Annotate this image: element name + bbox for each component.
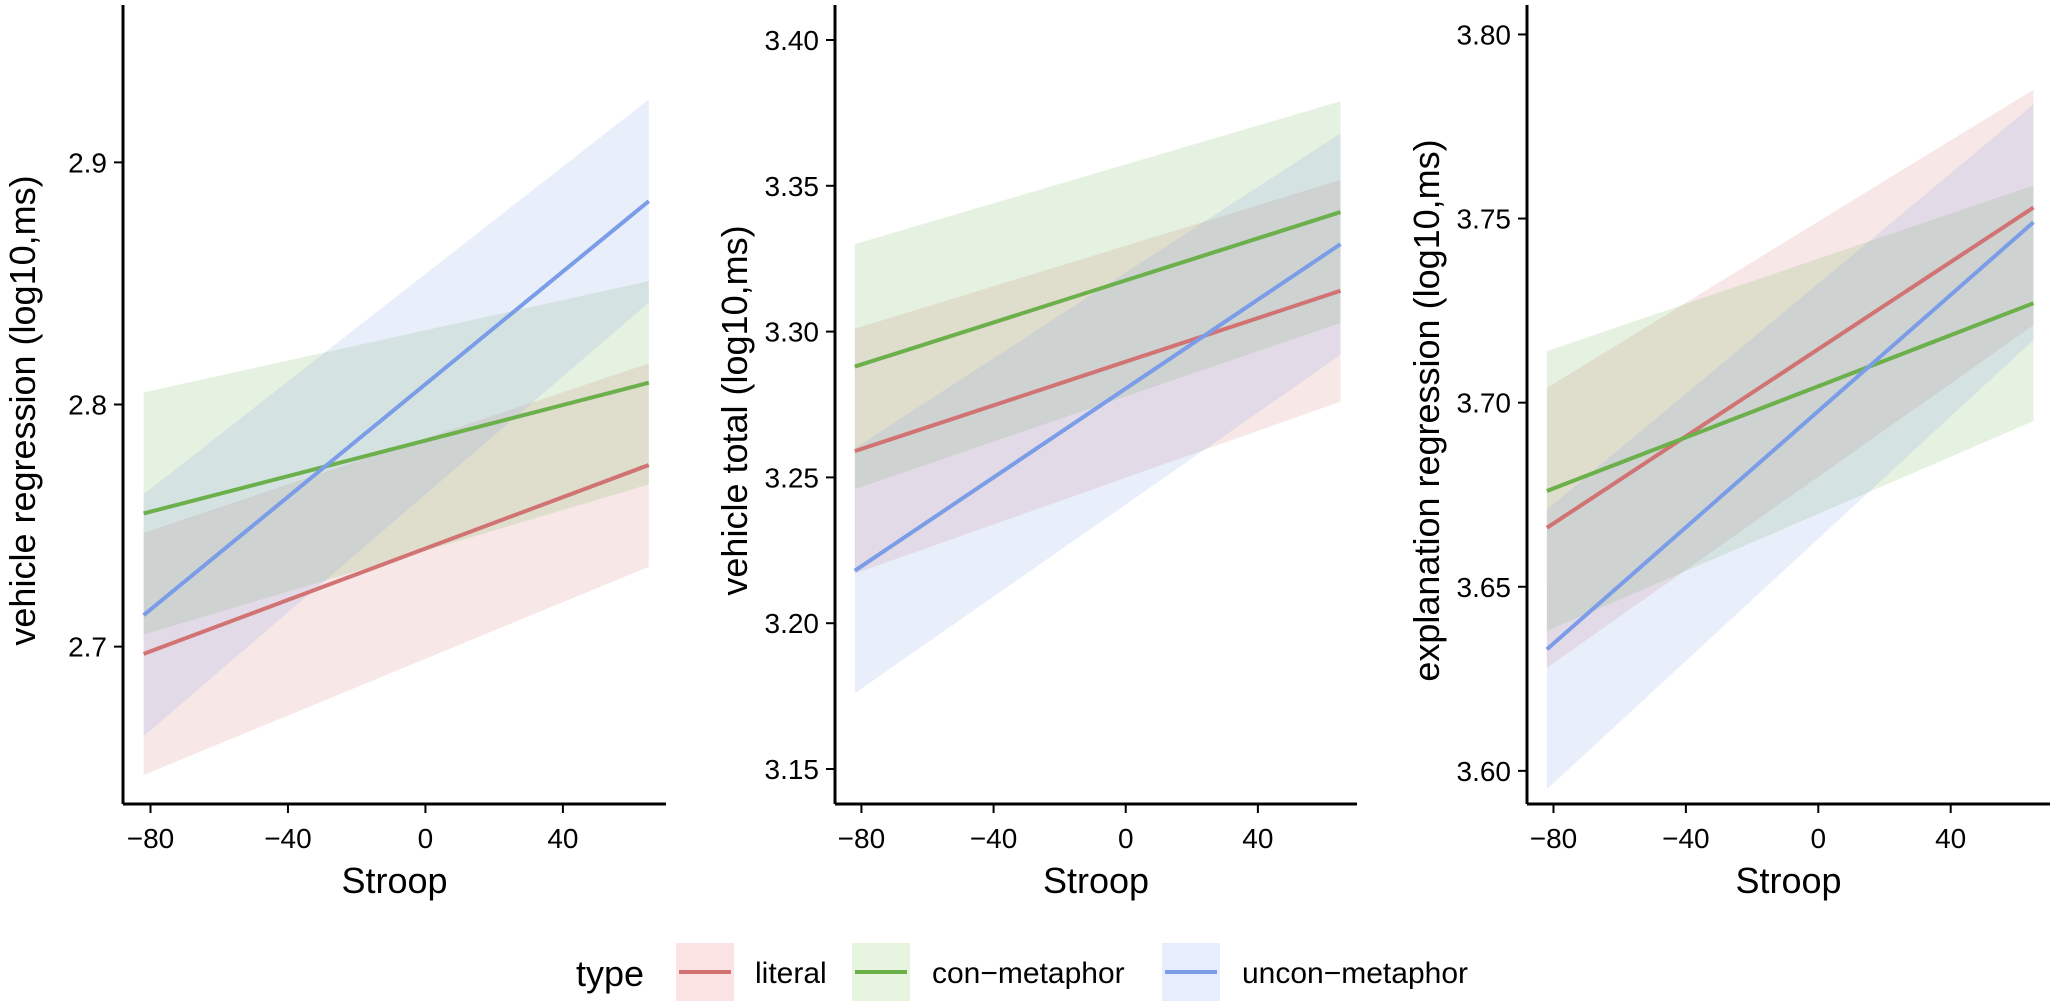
x-axis-title: Stroop — [1735, 860, 1841, 901]
chart-panel-2: 3.15 3.20 3.25 3.30 3.35 3.40 −80 −40 0 40 Stroop v… — [714, 5, 1357, 901]
series-line-1 — [854, 288, 1342, 454]
legend-label-3: uncon−metaphor — [1242, 957, 1468, 990]
series-line-3 — [853, 242, 1342, 573]
y-tick-label: 3.20 — [765, 608, 820, 639]
y-tick-label: 3.25 — [765, 462, 820, 493]
y-axis-title: explanation regression (log10,ms) — [1406, 139, 1447, 681]
y-tick-label: 3.30 — [765, 317, 820, 348]
ci-band-2 — [1546, 185, 2034, 631]
series-line-1 — [142, 463, 650, 656]
legend-title: type — [576, 953, 644, 994]
y-tick-label: 3.60 — [1457, 756, 1512, 787]
y-axis-title: vehicle regression (log10,ms) — [2, 175, 43, 645]
series-line-2 — [1546, 301, 2035, 493]
ci-band-1 — [1546, 89, 2034, 668]
legend-item-2: con−metaphor — [852, 943, 1125, 1001]
chart-panel-3: 3.60 3.65 3.70 3.75 3.80 −80 −40 0 40 Stroop expla… — [1406, 5, 2050, 901]
ci-band-3 — [1546, 104, 2034, 790]
legend-item-1: literal — [676, 943, 827, 1001]
x-tick-label: 40 — [547, 823, 578, 854]
ci-band-3 — [854, 133, 1341, 694]
x-axis-title: Stroop — [1043, 860, 1149, 901]
legend-label-2: con−metaphor — [932, 957, 1125, 990]
x-tick-label: −80 — [127, 823, 175, 854]
x-tick-label: −80 — [838, 823, 886, 854]
ci-band-1 — [854, 179, 1341, 574]
x-tick-label: 40 — [1242, 823, 1273, 854]
series-line-3 — [142, 199, 651, 617]
legend: type literal con−metaphor uncon−metaphor — [576, 943, 1468, 1001]
y-tick-label: 3.75 — [1457, 204, 1512, 235]
chart-panels: 2.7 2.8 2.9 −80 −40 0 40 Stroop vehicle regressi… — [2, 5, 2050, 901]
x-tick-label: 0 — [418, 823, 434, 854]
y-tick-label: 2.9 — [68, 147, 107, 178]
y-tick-label: 3.40 — [765, 25, 820, 56]
series-line-2 — [854, 210, 1342, 369]
y-tick-label: 3.80 — [1457, 19, 1512, 50]
legend-entries: literal con−metaphor uncon−metaphor — [676, 943, 1468, 1001]
legend-label-1: literal — [755, 957, 827, 990]
y-tick-label: 3.70 — [1457, 388, 1512, 419]
series-line-1 — [1545, 205, 2035, 530]
y-tick-label: 3.65 — [1457, 572, 1512, 603]
series-line-3 — [1545, 220, 2035, 651]
y-tick-label: 2.7 — [68, 632, 107, 663]
y-tick-label: 2.8 — [68, 390, 107, 421]
legend-item-3: uncon−metaphor — [1162, 943, 1468, 1001]
x-tick-label: −40 — [970, 823, 1018, 854]
x-tick-label: 0 — [1118, 823, 1134, 854]
x-tick-label: −40 — [1662, 823, 1710, 854]
x-tick-label: 40 — [1935, 823, 1966, 854]
chart-panel-1: 2.7 2.8 2.9 −80 −40 0 40 Stroop vehicle regressi… — [2, 5, 666, 901]
x-axis-title: Stroop — [341, 860, 447, 901]
x-tick-label: 0 — [1811, 823, 1827, 854]
x-tick-label: −40 — [264, 823, 312, 854]
x-tick-label: −80 — [1530, 823, 1578, 854]
y-axis-title: vehicle total (log10,ms) — [714, 225, 755, 595]
ci-band-3 — [143, 99, 649, 737]
y-tick-label: 3.15 — [765, 754, 820, 785]
y-tick-label: 3.35 — [765, 171, 820, 202]
series-line-2 — [143, 380, 650, 516]
ci-band-1 — [143, 363, 649, 775]
ci-band-2 — [854, 101, 1341, 490]
ci-band-2 — [143, 281, 649, 635]
